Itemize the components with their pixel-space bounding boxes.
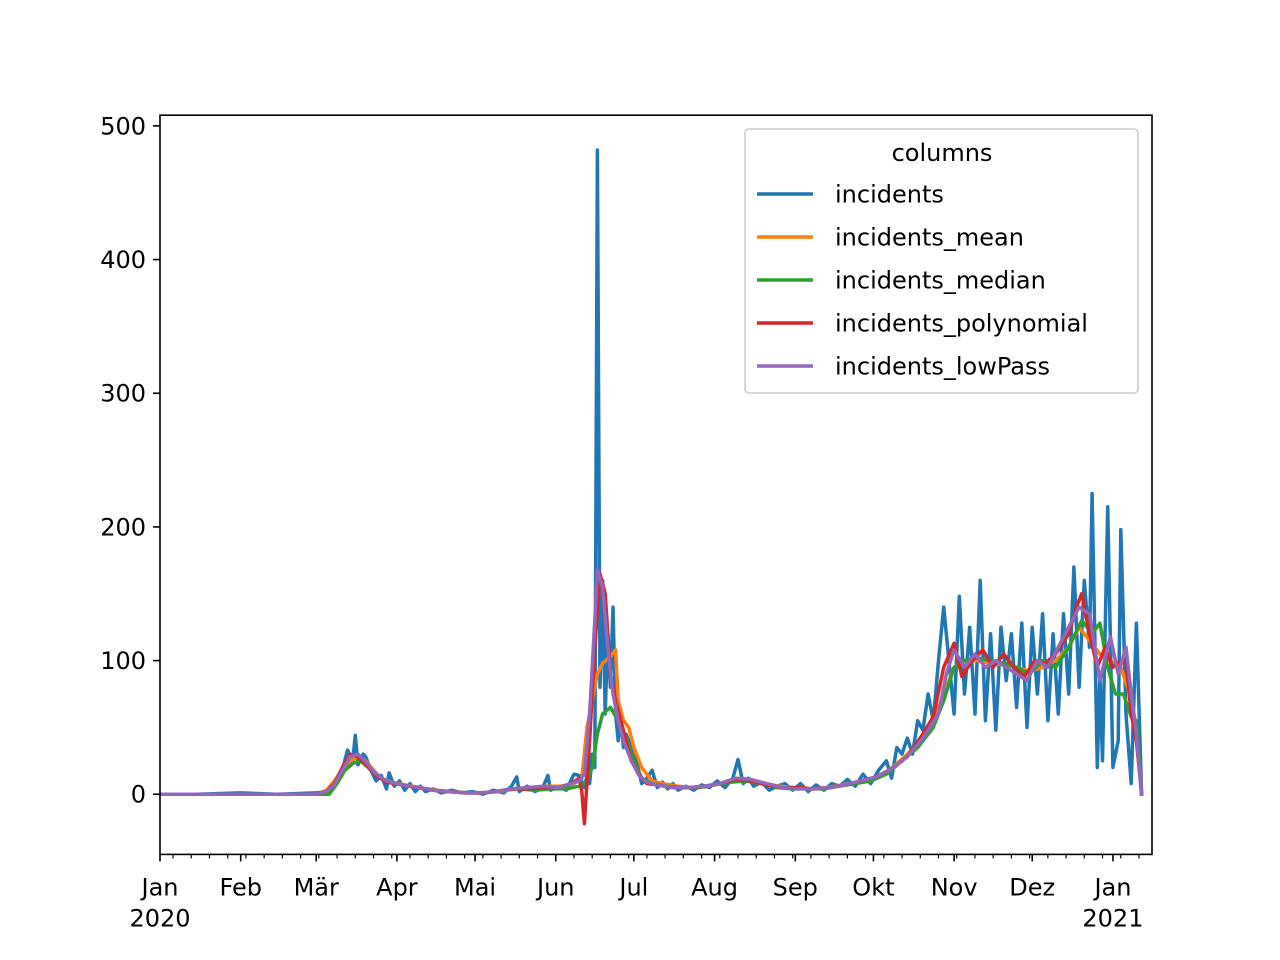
legend: columns incidentsincidents_meanincidents…	[744, 128, 1139, 394]
legend-label: incidents	[835, 181, 944, 209]
x-axis: Jan 2020 Feb Mär Apr Mai Jun Jul Aug Sep Okt Nov Dez…	[129, 854, 1143, 932]
x-tick-label: Dez	[1009, 873, 1055, 901]
y-tick-label: 300	[100, 380, 146, 408]
y-tick-label: 200	[100, 513, 146, 541]
y-tick-label: 100	[100, 647, 146, 675]
legend-label: incidents_median	[835, 267, 1046, 295]
series-line-incidents-lowPass	[160, 567, 1144, 797]
x-tick-label: Nov	[931, 873, 978, 901]
x-tick-label: Mär	[294, 873, 339, 901]
legend-entries: incidents incidents_mean incidents_mediani…	[757, 181, 1088, 381]
x-tick-label: Apr	[376, 873, 418, 901]
x-tick-label: Aug	[691, 873, 738, 901]
y-tick-label: 400	[100, 246, 146, 274]
y-axis: 0 100 200 300 400 500	[100, 112, 160, 809]
x-tick-label: Okt	[852, 873, 894, 901]
legend-box	[744, 128, 1139, 394]
x-tick-year-label: 2021	[1082, 904, 1143, 932]
plot-frame	[159, 114, 1153, 856]
y-tick-label: 500	[100, 112, 146, 140]
x-tick-label: Jan	[1092, 873, 1131, 901]
legend-title: columns	[892, 139, 993, 167]
legend-label: incidents_mean	[835, 224, 1024, 252]
x-tick-label: Feb	[219, 873, 262, 901]
legend-label: incidents_lowPass	[835, 353, 1050, 381]
x-tick-label: Jan	[140, 873, 179, 901]
x-tick-label: Mai	[454, 873, 496, 901]
y-tick-label: 0	[131, 781, 146, 809]
x-tick-label: Sep	[773, 873, 818, 901]
x-tick-year-label: 2020	[129, 904, 190, 932]
x-tick-label: Jun	[535, 873, 575, 901]
x-tick-label: Jul	[617, 873, 648, 901]
legend-label: incidents_polynomial	[835, 310, 1088, 338]
series-lines	[160, 148, 1144, 826]
